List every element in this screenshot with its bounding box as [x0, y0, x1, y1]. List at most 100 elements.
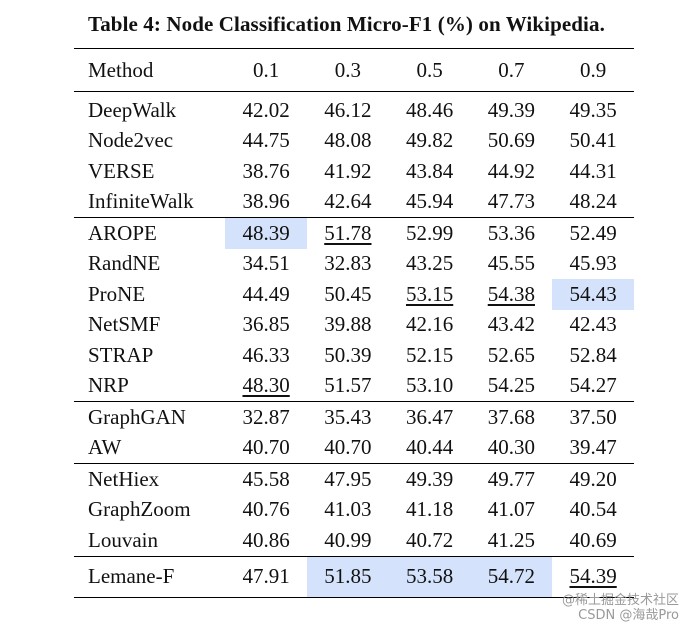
value-cell: 42.43 — [552, 310, 634, 341]
value-cell: 44.75 — [225, 126, 307, 157]
method-cell: AW — [88, 435, 122, 460]
value-cell: 36.85 — [225, 310, 307, 341]
value-text: 43.42 — [487, 312, 535, 337]
value-cell: 47.91 — [225, 555, 307, 598]
table-row: VERSE 38.76 41.92 43.84 44.92 44.31 — [74, 156, 634, 187]
value-cell: 43.84 — [389, 156, 471, 187]
results-table: Method 0.1 0.3 0.5 0.7 0.9 DeepWalk 42.02… — [74, 48, 634, 598]
value-text: 47.91 — [242, 564, 290, 588]
method-cell: VERSE — [88, 158, 155, 183]
value-text: 45.93 — [569, 251, 617, 276]
value-text: 49.39 — [405, 466, 454, 491]
value-cell: 44.49 — [225, 279, 307, 310]
second-best-value-cell: 51.78 — [306, 217, 389, 249]
value-cell: 53.36 — [470, 217, 553, 249]
method-cell: NetHiex — [74, 463, 226, 495]
value-cell: 54.27 — [552, 371, 634, 402]
value-text: 41.25 — [487, 527, 535, 552]
value-cell: 45.93 — [552, 249, 634, 280]
value-cell: 52.65 — [470, 340, 552, 371]
value-cell: 49.20 — [552, 463, 634, 495]
value-text: 45.58 — [242, 466, 290, 491]
value-cell: 51.57 — [307, 371, 389, 402]
value-text: 49.20 — [569, 466, 617, 491]
value-cell: 44.92 — [470, 156, 552, 187]
value-text: 54.39 — [569, 564, 617, 588]
value-text: 48.46 — [405, 97, 454, 122]
value-text: 51.57 — [324, 373, 372, 398]
value-text: 46.33 — [242, 342, 290, 367]
value-cell: 48.24 — [552, 187, 634, 218]
second-best-value-cell: 54.39 — [552, 555, 634, 598]
value-text: 50.41 — [569, 128, 617, 153]
value-text: 44.75 — [242, 128, 290, 153]
method-cell: Lemane-F — [74, 555, 226, 598]
value-cell: 41.92 — [307, 156, 389, 187]
table-row: NRP 48.30 51.57 53.10 54.25 54.27 — [74, 371, 634, 402]
value-cell: 42.16 — [389, 310, 471, 341]
method-cell: AROPE — [74, 217, 226, 249]
value-cell: 41.25 — [470, 525, 552, 556]
method-cell: ProNE — [88, 281, 146, 306]
header-ratio-0.3: 0.3 — [334, 57, 361, 82]
value-cell: 53.10 — [389, 371, 471, 402]
value-cell: 37.50 — [552, 401, 634, 433]
value-cell: 47.95 — [306, 463, 389, 495]
value-text: 49.82 — [405, 128, 454, 153]
value-text: 53.15 — [405, 281, 454, 306]
method-cell: InfiniteWalk — [88, 189, 194, 214]
value-cell: 40.72 — [389, 525, 471, 556]
table-row: InfiniteWalk 38.96 42.64 45.94 47.73 48.24 — [74, 187, 634, 218]
value-text: 36.47 — [405, 404, 454, 429]
value-text: 53.58 — [405, 564, 454, 588]
table-row: GraphZoom 40.76 41.03 41.18 41.07 40.54 — [74, 495, 634, 526]
value-text: 41.18 — [405, 497, 454, 522]
value-text: 47.73 — [487, 189, 535, 214]
header-ratio-0.5: 0.5 — [416, 57, 443, 82]
best-value-cell: 48.39 — [225, 217, 307, 249]
value-text: 54.25 — [487, 373, 535, 398]
value-text: 46.12 — [324, 97, 372, 122]
value-text: 53.36 — [487, 220, 535, 245]
value-text: 52.49 — [569, 220, 617, 245]
value-cell: 49.77 — [470, 463, 553, 495]
value-cell: 50.41 — [552, 126, 634, 157]
value-text: 39.47 — [569, 435, 617, 460]
value-text: 40.70 — [324, 435, 372, 460]
value-cell: 43.42 — [470, 310, 552, 341]
method-cell: GraphGAN — [74, 401, 226, 433]
header-ratio-0.9: 0.9 — [579, 57, 607, 82]
value-cell: 40.44 — [389, 433, 471, 464]
second-best-value-cell: 54.38 — [470, 279, 552, 310]
value-text: 54.72 — [487, 564, 535, 588]
value-cell: 38.76 — [225, 156, 307, 187]
method-cell: NRP — [88, 373, 129, 398]
value-text: 40.86 — [242, 527, 290, 552]
value-text: 41.07 — [487, 497, 535, 522]
value-text: 52.15 — [405, 342, 454, 367]
value-text: 44.92 — [487, 158, 535, 183]
best-value-cell: 51.85 — [306, 555, 389, 598]
value-cell: 40.86 — [225, 525, 307, 556]
table-row: Node2vec 44.75 48.08 49.82 50.69 50.41 — [74, 126, 634, 157]
best-value-cell: 54.72 — [470, 555, 553, 598]
value-text: 39.88 — [324, 312, 372, 337]
table-row: AROPE 48.39 51.78 52.99 53.36 52.49 — [74, 217, 634, 249]
value-text: 52.65 — [487, 342, 535, 367]
value-cell: 49.35 — [552, 95, 634, 126]
value-cell: 39.47 — [552, 433, 634, 464]
value-cell: 52.84 — [552, 340, 634, 371]
table-row: NetSMF 36.85 39.88 42.16 43.42 42.43 — [74, 310, 634, 341]
value-cell: 49.82 — [389, 126, 471, 157]
value-cell: 50.69 — [470, 126, 552, 157]
value-cell: 49.39 — [388, 463, 471, 495]
value-cell: 47.73 — [470, 187, 552, 218]
value-cell: 45.94 — [389, 187, 471, 218]
value-text: 49.39 — [487, 97, 535, 122]
best-value-cell: 53.58 — [388, 555, 471, 598]
value-cell: 40.99 — [307, 525, 389, 556]
value-cell: 48.46 — [389, 95, 471, 126]
value-cell: 52.99 — [388, 217, 471, 249]
value-text: 40.30 — [487, 435, 535, 460]
header-ratio-0.1: 0.1 — [252, 57, 280, 82]
